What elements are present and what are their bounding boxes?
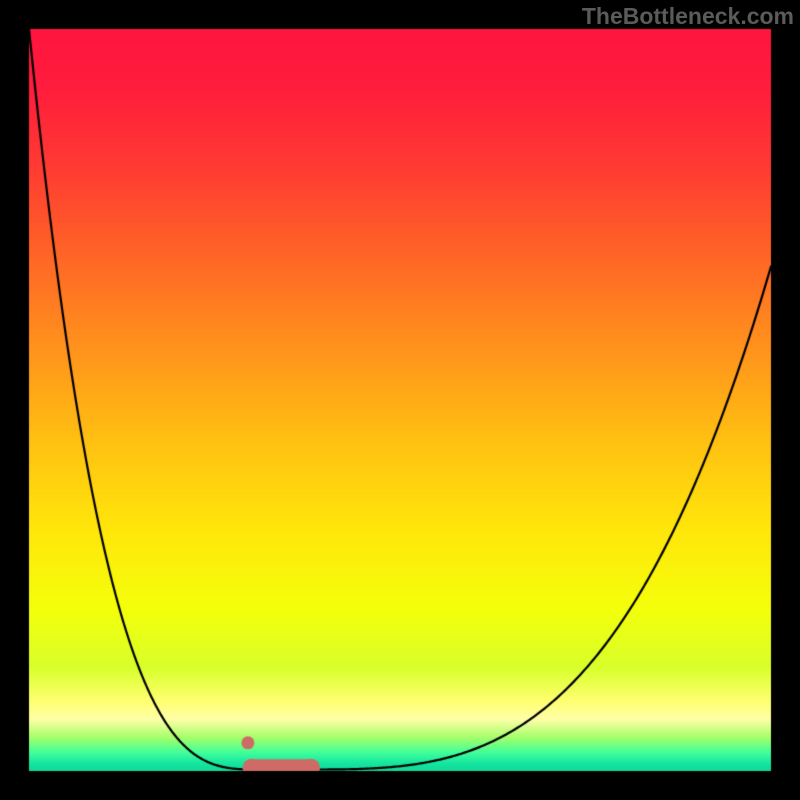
bottleneck-chart <box>0 0 800 800</box>
watermark-text: TheBottleneck.com <box>582 3 794 30</box>
